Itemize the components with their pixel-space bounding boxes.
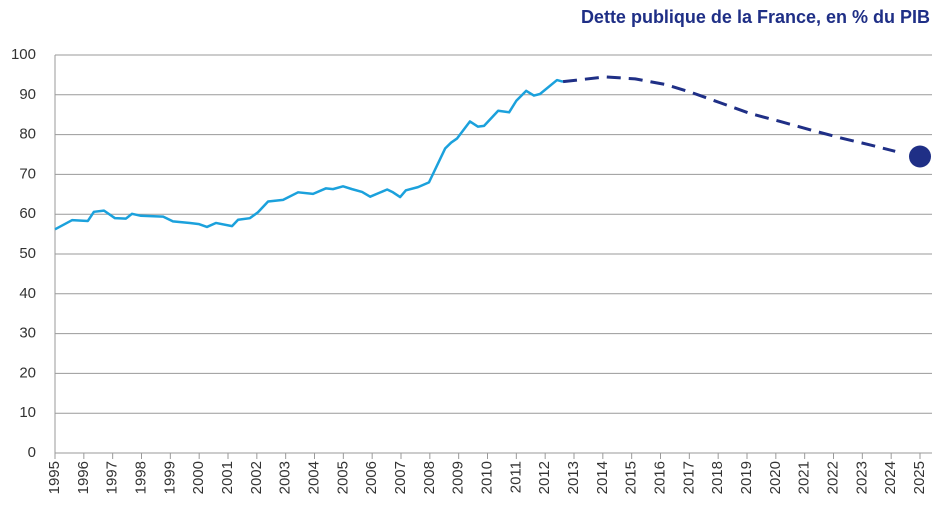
x-tick-label: 2021 xyxy=(796,461,813,494)
y-tick-label: 20 xyxy=(19,364,36,381)
x-tick-label: 2005 xyxy=(334,461,351,494)
x-tick-label: 2014 xyxy=(594,461,611,494)
x-tick-label: 2001 xyxy=(219,461,236,494)
x-tick-label: 2008 xyxy=(421,461,438,494)
x-tick-label: 2009 xyxy=(450,461,467,494)
x-tick-label: 2019 xyxy=(738,461,755,494)
x-tick-label: 1999 xyxy=(161,461,178,494)
x-tick-label: 2025 xyxy=(911,461,928,494)
x-tick-label: 1996 xyxy=(75,461,92,494)
y-tick-label: 70 xyxy=(19,165,36,182)
y-tick-label: 30 xyxy=(19,325,36,342)
x-tick-label: 2023 xyxy=(853,461,870,494)
x-tick-label: 2006 xyxy=(363,461,380,494)
x-tick-label: 2020 xyxy=(767,461,784,494)
data-line xyxy=(562,75,896,153)
y-tick-label: 0 xyxy=(28,444,36,461)
x-tick-label: 2013 xyxy=(565,461,582,494)
x-tick-label: 2016 xyxy=(651,461,668,494)
x-tick-label: 1995 xyxy=(46,461,63,494)
y-tick-label: 60 xyxy=(19,205,36,222)
data-point xyxy=(909,145,931,168)
x-tick-label: 2004 xyxy=(305,461,322,494)
x-tick-label: 2022 xyxy=(824,461,841,494)
x-tick-label: 2010 xyxy=(478,461,495,494)
x-tick-label: 2012 xyxy=(536,461,553,494)
y-tick-label: 100 xyxy=(11,46,36,63)
data-line xyxy=(54,78,564,231)
y-tick-label: 10 xyxy=(19,404,36,421)
x-tick-label: 1998 xyxy=(132,461,149,494)
x-tick-label: 2011 xyxy=(507,461,524,493)
x-tick-label: 2018 xyxy=(709,461,726,494)
y-tick-label: 50 xyxy=(19,245,36,262)
chart-title: Dette publique de la France, en % du PIB xyxy=(581,7,930,27)
x-tick-label: 2007 xyxy=(392,461,409,494)
x-tick-label: 2017 xyxy=(680,461,697,494)
y-tick-label: 80 xyxy=(19,126,36,143)
x-tick-label: 2002 xyxy=(248,461,265,494)
x-tick-label: 1997 xyxy=(104,461,121,494)
x-tick-label: 2003 xyxy=(277,461,294,494)
x-tick-label: 2024 xyxy=(882,461,899,494)
x-tick-label: 2000 xyxy=(190,461,207,494)
y-tick-label: 90 xyxy=(19,86,36,103)
y-tick-label: 40 xyxy=(19,285,36,302)
x-tick-label: 2015 xyxy=(623,461,640,494)
